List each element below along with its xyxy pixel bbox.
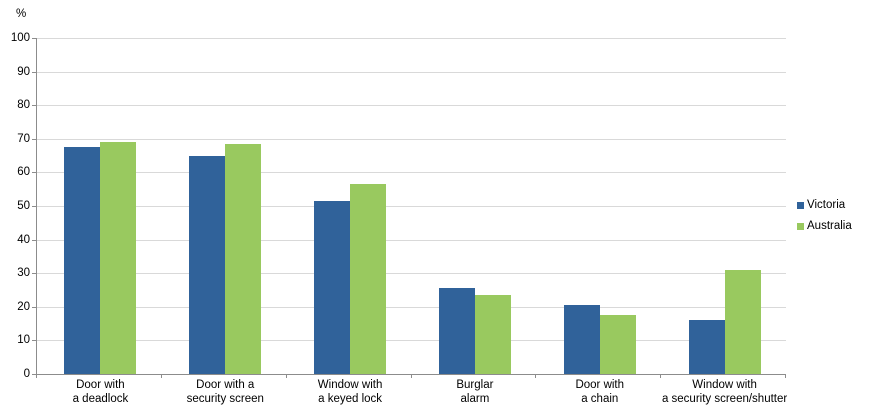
x-axis-tick-mark (660, 374, 661, 378)
y-axis-tick-label: 40 (17, 234, 30, 246)
x-axis-category-label: Burglar alarm (385, 379, 565, 406)
y-axis-unit-label: % (16, 8, 27, 20)
category-label-line1: Window with (317, 379, 383, 391)
bar-victoria (564, 305, 600, 374)
gridline (37, 38, 786, 39)
bar-victoria (64, 147, 100, 374)
legend-color-swatch (797, 201, 804, 209)
bar-australia (475, 295, 511, 374)
y-axis-tick-label: 100 (10, 32, 30, 44)
category-label-line1: Window with (692, 379, 757, 391)
gridline (37, 273, 786, 274)
y-axis-tick-mark (32, 105, 36, 106)
category-label-line1: Door with a (196, 379, 255, 391)
bar-australia (100, 142, 136, 374)
y-axis-tick-mark (32, 307, 36, 308)
category-label-line2: a deadlock (72, 392, 129, 405)
x-axis-category-label: Door with a deadlock (10, 379, 190, 406)
legend-label: Victoria (807, 199, 846, 211)
legend: Victoria Australia (797, 199, 852, 241)
legend-color-swatch (797, 222, 804, 230)
bar-australia (225, 144, 261, 374)
y-axis-tick-label: 90 (17, 66, 30, 78)
y-axis-tick-label: 0 (23, 368, 30, 380)
x-axis-category-label: Door with a chain (510, 379, 690, 406)
y-axis-tick-mark (32, 206, 36, 207)
y-axis-tick-label: 30 (17, 267, 30, 279)
x-axis-category-label: Window with a keyed lock (260, 379, 440, 406)
bar-victoria (689, 320, 725, 374)
y-axis-tick-mark (32, 340, 36, 341)
bar-australia (350, 184, 386, 374)
legend-item-victoria: Victoria (797, 199, 852, 211)
y-axis-tick-label: 70 (17, 133, 30, 145)
y-axis-tick-label: 60 (17, 166, 30, 178)
gridline (37, 307, 786, 308)
bar-victoria (439, 288, 475, 374)
bar-victoria (314, 201, 350, 374)
bar-australia (600, 315, 636, 374)
y-axis-tick-label: 10 (17, 334, 30, 346)
x-axis-tick-mark (286, 374, 287, 378)
category-label-line1: Door with (76, 379, 125, 391)
gridline (37, 172, 786, 173)
category-label-line2: a security screen/shutter (661, 392, 788, 405)
x-axis-category-label: Door with a security screen (135, 379, 315, 406)
category-label-line2: alarm (460, 392, 490, 405)
gridline (37, 240, 786, 241)
x-axis-tick-mark (161, 374, 162, 378)
category-label-line1: Burglar (456, 379, 494, 391)
y-axis-tick-label: 20 (17, 301, 30, 313)
y-axis-tick-mark (32, 172, 36, 173)
legend-item-australia: Australia (797, 220, 852, 232)
y-axis-tick-mark (32, 139, 36, 140)
y-axis-tick-mark (32, 374, 36, 375)
bar-victoria (189, 156, 225, 374)
gridline (37, 139, 786, 140)
gridline (37, 105, 786, 106)
gridline (37, 206, 786, 207)
x-axis-tick-mark (535, 374, 536, 378)
category-label-line2: a chain (581, 392, 619, 405)
y-axis-tick-mark (32, 273, 36, 274)
gridline (37, 340, 786, 341)
gridline (37, 72, 786, 73)
y-axis-tick-label: 80 (17, 99, 30, 111)
x-axis-tick-mark (785, 374, 786, 378)
category-label-line2: a keyed lock (318, 392, 383, 405)
x-axis-tick-mark (36, 374, 37, 378)
y-axis-tick-mark (32, 240, 36, 241)
category-label-line2: security screen (186, 392, 264, 405)
category-label-line1: Door with (575, 379, 625, 391)
y-axis-tick-mark (32, 38, 36, 39)
x-axis-category-label: Window with a security screen/shutter (635, 379, 815, 406)
y-axis-tick-mark (32, 72, 36, 73)
bar-australia (725, 270, 761, 374)
x-axis-tick-mark (411, 374, 412, 378)
plot-area (36, 38, 786, 375)
legend-label: Australia (807, 220, 852, 232)
y-axis-tick-label: 50 (17, 200, 30, 212)
